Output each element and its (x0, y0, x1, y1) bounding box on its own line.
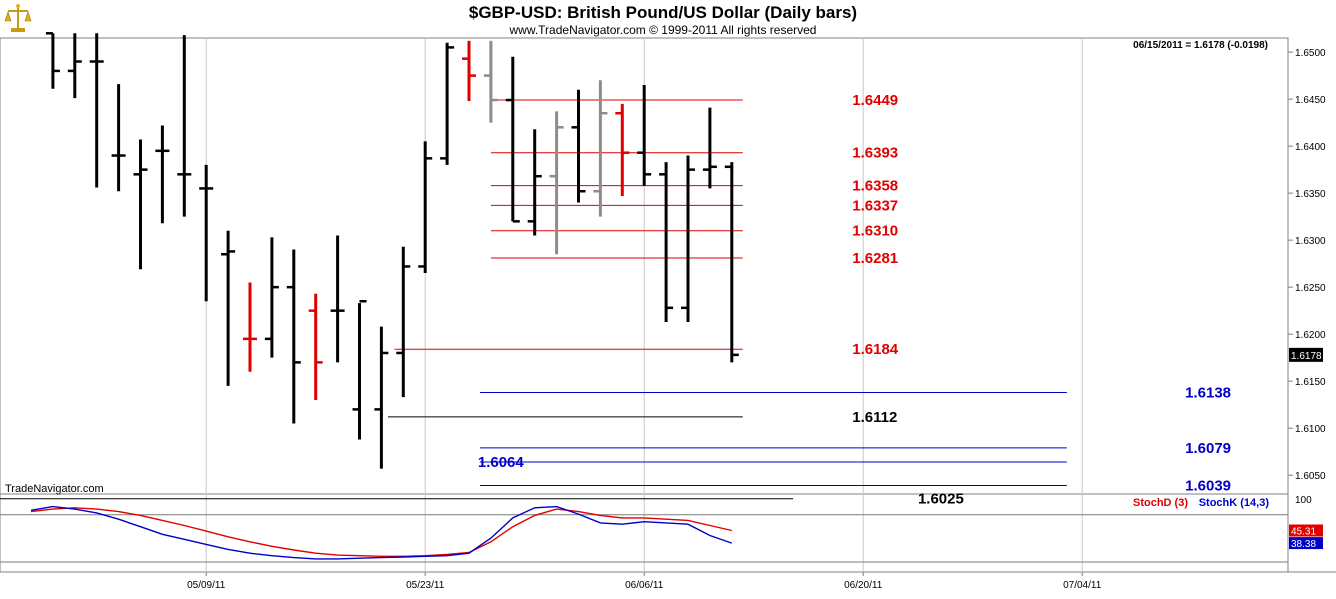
y-tick-label: 1.6450 (1295, 95, 1326, 106)
stoch-series-line (30, 505, 733, 560)
level-label: 1.6310 (852, 223, 898, 240)
x-tick-label: 07/04/11 (1063, 580, 1102, 591)
last-price-badge (1289, 347, 1323, 362)
stoch-series-line (30, 507, 732, 557)
stoch-last-badge (1289, 537, 1323, 550)
level-label: 1.6025 (918, 491, 964, 508)
x-tick-label: 05/09/11 (187, 580, 226, 591)
y-tick-label: 1.6100 (1295, 424, 1326, 435)
last-price-label: 1.6178 (1291, 351, 1322, 362)
level-label: 1.6337 (852, 197, 898, 214)
last-quote: 06/15/2011 = 1.6178 (-0.0198) (1133, 40, 1268, 51)
time-axis: 05/09/11 05/23/11 06/06/11 06/20/11 07/04/11 (187, 572, 1102, 591)
stoch-last-badge (1289, 524, 1323, 537)
vertical-gridlines (205, 38, 1083, 572)
legend-stochD: StochD (3) (1133, 497, 1188, 509)
y-tick-label: 1.6350 (1295, 189, 1326, 200)
y-tick-label: 1.6050 (1295, 471, 1326, 482)
fibonacci-levels: 1.6449 1.6393 1.6358 1.6337 1.6310 1.6281 1.61… (0, 92, 1231, 508)
price-bars (45, 32, 739, 469)
level-label: 1.6449 (852, 92, 898, 109)
level-label: 1.6064 (478, 454, 525, 471)
y-tick-label: 1.6200 (1295, 330, 1326, 341)
level-label: 1.6039 (1185, 478, 1231, 495)
y-tick-label: 1.6400 (1295, 142, 1326, 153)
y-tick-label: 1.6300 (1295, 236, 1326, 247)
watermark: TradeNavigator.com (5, 483, 104, 495)
copyright-notice: www.TradeNavigator.com © 1999-2011 All r… (509, 23, 817, 37)
scales-of-justice-icon (4, 4, 32, 32)
x-tick-label: 06/06/11 (625, 580, 664, 591)
chart-title: $GBP-USD: British Pound/US Dollar (Daily… (469, 3, 857, 22)
level-label: 1.6112 (852, 409, 897, 426)
x-tick-label: 06/20/11 (844, 580, 883, 591)
level-label: 1.6393 (852, 145, 898, 162)
level-label: 1.6281 (852, 250, 898, 267)
level-label: 1.6138 (1185, 384, 1231, 401)
y-tick-label: 1.6500 (1295, 48, 1326, 59)
x-tick-label: 05/23/11 (406, 580, 445, 591)
legend-stochK: StochK (14,3) (1199, 497, 1270, 509)
stochastic-axis-100: 100 (1295, 495, 1312, 506)
level-label: 1.6358 (852, 178, 898, 195)
level-label: 1.6079 (1185, 440, 1231, 457)
stoch-last-value: 38.38 (1291, 539, 1316, 550)
stoch-last-value: 45.31 (1291, 527, 1316, 538)
price-axis: 1.6050 1.6100 1.6150 1.6200 1.6250 1.6300 1.63… (1288, 48, 1326, 482)
y-tick-label: 1.6150 (1295, 377, 1326, 388)
level-label: 1.6184 (852, 341, 899, 358)
y-tick-label: 1.6250 (1295, 283, 1326, 294)
